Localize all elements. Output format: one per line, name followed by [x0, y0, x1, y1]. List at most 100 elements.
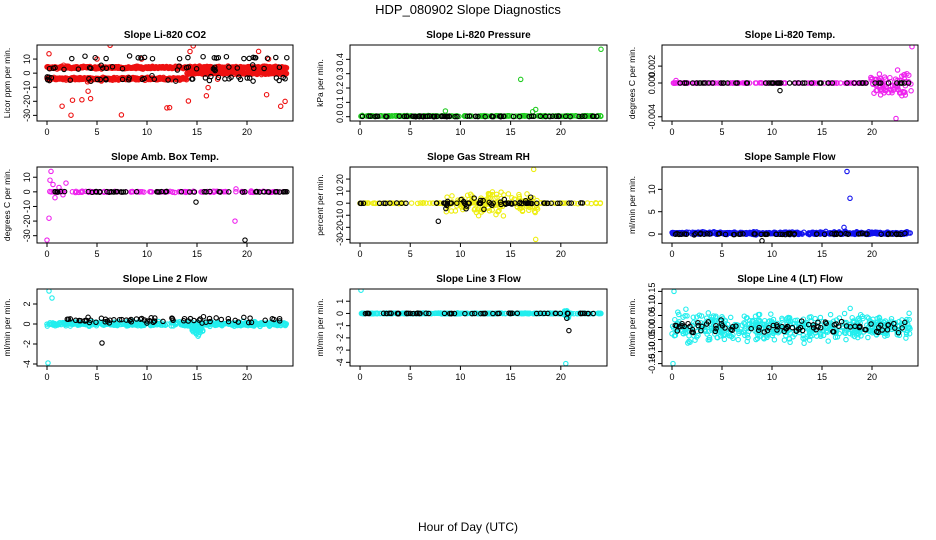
point-selected — [776, 80, 783, 86]
point-selected — [273, 54, 279, 61]
point-all — [712, 331, 718, 337]
point-all — [185, 98, 192, 104]
point-all — [469, 199, 475, 206]
points-group — [357, 167, 604, 243]
point-selected — [52, 64, 58, 71]
point-selected — [126, 53, 133, 59]
point-selected — [722, 325, 728, 331]
point-all — [72, 189, 79, 196]
point-all — [162, 322, 169, 328]
point-selected — [766, 325, 772, 331]
x-tick-label: 20 — [867, 127, 877, 137]
point-selected — [393, 200, 400, 206]
point-selected — [562, 113, 569, 120]
y-tick-label: -2 — [335, 334, 345, 342]
point-all — [282, 98, 288, 105]
point-selected — [200, 53, 206, 60]
point-selected — [57, 188, 64, 195]
plot-frame — [349, 44, 608, 122]
point-all — [696, 312, 703, 319]
point-selected — [387, 200, 393, 206]
point-all — [811, 231, 818, 237]
point-all — [187, 48, 193, 55]
x-tick-label: 10 — [767, 127, 777, 137]
point-all — [283, 70, 290, 77]
point-selected — [530, 113, 537, 120]
point-selected — [579, 310, 586, 317]
point-all — [147, 322, 154, 329]
point-all — [63, 180, 69, 186]
point-all — [903, 335, 909, 341]
x-tick-label: 20 — [242, 372, 252, 382]
panel-1: Slope Li-820 CO2 0 5 10 15 20 -30-20-10 0 10 Lico… — [2, 30, 294, 137]
point-all — [787, 318, 794, 325]
point-all — [574, 310, 581, 317]
point-selected — [396, 113, 403, 119]
point-all — [378, 310, 384, 317]
point-selected — [64, 316, 71, 322]
point-selected — [763, 231, 770, 238]
point-all — [423, 200, 429, 206]
point-selected — [469, 310, 475, 317]
point-all — [884, 330, 890, 337]
point-selected — [823, 320, 829, 327]
point-all — [824, 329, 831, 335]
point-all — [841, 319, 847, 326]
y-tick-label: 10 — [22, 54, 32, 64]
point-all — [755, 318, 761, 324]
point-selected — [276, 77, 282, 84]
point-selected — [857, 323, 863, 330]
x-tick-label: 10 — [767, 372, 777, 382]
point-selected — [187, 315, 194, 322]
point-all — [900, 88, 906, 95]
point-selected — [683, 80, 690, 86]
point-selected — [241, 314, 247, 321]
point-all — [431, 310, 438, 317]
panel-6: Slope Sample Flow 0 5 10 15 20 0 5 10 ml/min per … — [627, 152, 919, 259]
point-selected — [879, 327, 886, 333]
point-selected — [697, 80, 704, 86]
point-all — [449, 193, 455, 199]
point-selected — [144, 318, 150, 324]
y-tick-label: 0 — [335, 311, 345, 316]
point-selected — [98, 315, 105, 322]
point-selected — [211, 66, 218, 73]
point-all — [849, 332, 856, 338]
point-selected — [527, 194, 534, 200]
point-selected — [582, 113, 588, 120]
point-selected — [176, 55, 183, 62]
point-all — [809, 332, 815, 339]
point-all — [741, 320, 747, 326]
point-all — [856, 329, 863, 336]
point-selected — [213, 315, 219, 321]
point-selected — [242, 189, 248, 195]
point-all — [47, 177, 53, 183]
point-selected — [444, 113, 450, 120]
point-selected — [138, 55, 144, 61]
x-tick-label: 5 — [408, 127, 413, 137]
point-selected — [581, 310, 588, 317]
point-selected — [564, 315, 570, 322]
x-tick-label: 10 — [455, 127, 465, 137]
point-selected — [119, 76, 126, 83]
point-selected — [779, 323, 785, 330]
y-tick-label: 0.3 — [335, 67, 345, 80]
point-selected — [576, 113, 582, 120]
y-tick-label: 0.10 — [647, 295, 657, 313]
y-tick-label: 5 — [647, 209, 657, 214]
point-selected — [885, 80, 892, 86]
point-selected — [99, 340, 105, 346]
y-tick-label: 0 — [647, 232, 657, 237]
point-selected — [899, 325, 905, 331]
point-all — [899, 73, 905, 79]
point-all — [752, 313, 759, 320]
x-tick-label: 10 — [142, 249, 152, 259]
point-all — [771, 337, 778, 343]
x-tick-label: 15 — [506, 127, 516, 137]
point-selected — [250, 78, 256, 84]
point-selected — [403, 310, 410, 317]
panel-title: Slope Li-820 Pressure — [426, 30, 531, 41]
point-all — [523, 310, 530, 317]
point-all — [841, 310, 848, 317]
point-selected — [93, 319, 99, 326]
